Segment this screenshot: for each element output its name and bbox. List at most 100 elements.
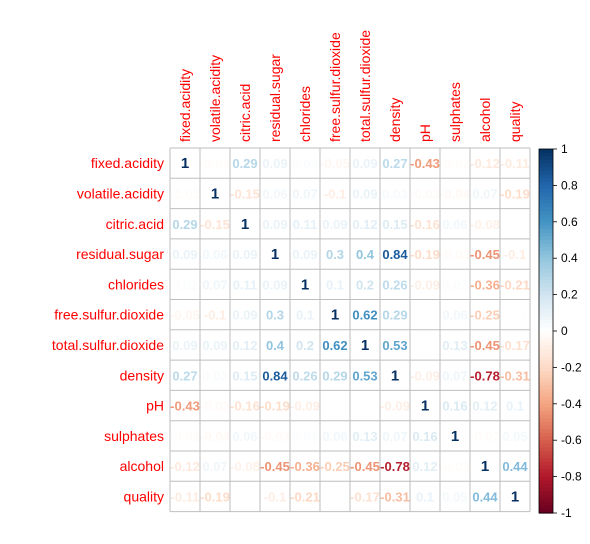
row-label-residual-sugar: residual.sugar	[76, 246, 164, 262]
cell-sulphates-quality	[500, 420, 530, 451]
cell-value: -0.16	[410, 217, 440, 232]
cell-citric-acid-residual-sugar	[260, 208, 290, 239]
cell-value: 0.02	[172, 277, 197, 292]
cell-quality-density	[380, 481, 410, 512]
cell-pH-sulphates	[440, 390, 470, 421]
cell-alcohol-citric-acid	[230, 451, 260, 482]
cell-fixed-acidity-citric-acid	[230, 148, 260, 179]
cell-value: 0.09	[202, 338, 227, 353]
cell-value: -0.21	[290, 489, 320, 504]
row-label-quality: quality	[124, 488, 164, 504]
cell-value: 0.27	[172, 368, 197, 383]
cell-total-sulfur-dioxide-quality	[500, 329, 530, 361]
colorbar-segment	[539, 174, 553, 179]
colorbar-segment	[539, 327, 553, 332]
cell-value: 0.1	[506, 399, 524, 414]
colorbar-tick-label: -1	[561, 506, 572, 520]
colorbar-tick-label: 0.4	[561, 251, 578, 265]
cell-value: -0.02	[440, 156, 470, 171]
cell-value: -0.19	[260, 399, 290, 414]
cell-chlorides-volatile-acidity	[200, 269, 230, 300]
cell-value: 1	[241, 216, 249, 233]
cell-value: -0.16	[230, 399, 260, 414]
cell-value: -0.15	[200, 217, 230, 232]
colorbar-tick-label: 1	[561, 142, 568, 156]
cell-residual-sugar-chlorides	[290, 238, 320, 270]
colorbar-segment	[539, 447, 553, 452]
cell-value: 0.62	[352, 308, 377, 323]
cell-fixed-acidity-fixed-acidity	[170, 148, 200, 179]
cell-total-sulfur-dioxide-free-sulfur-dioxide	[320, 329, 350, 361]
cell-sulphates-pH	[410, 420, 440, 451]
cell-value: -0.04	[440, 186, 470, 201]
cell-citric-acid-volatile-acidity	[200, 208, 230, 239]
cell-value: -0.09	[410, 277, 440, 292]
cell-value: -0.17	[350, 489, 380, 504]
column-label-citric-acid: citric.acid	[237, 84, 253, 142]
cell-density-fixed-acidity	[170, 360, 200, 391]
cell-value: 0.02	[292, 156, 317, 171]
cell-density-sulphates	[440, 360, 470, 391]
row-label-alcohol: alcohol	[120, 458, 164, 474]
colorbar-segment	[539, 269, 553, 274]
cell-value: 0.44	[472, 489, 498, 504]
cell-volatile-acidity-density	[380, 178, 410, 209]
colorbar-segment	[539, 509, 553, 514]
colorbar-segment	[539, 487, 553, 492]
colorbar-segment	[539, 425, 553, 430]
cell-free-sulfur-dioxide-total-sulfur-dioxide	[350, 299, 380, 330]
colorbar-segment	[539, 414, 553, 419]
cell-value: 1	[481, 458, 489, 475]
cell-value: -0.05	[170, 308, 200, 323]
cell-alcohol-fixed-acidity	[170, 451, 200, 482]
colorbar-segment	[539, 411, 553, 416]
cell-chlorides-pH	[410, 269, 440, 300]
column-label-free-sulfur-dioxide: free.sulfur.dioxide	[327, 32, 343, 142]
cell-pH-pH	[410, 390, 440, 421]
cell-value: 0.84	[382, 247, 408, 262]
colorbar-segment	[539, 305, 553, 310]
cell-residual-sugar-density	[380, 238, 410, 270]
cell-sulphates-chlorides	[290, 420, 320, 451]
cell-free-sulfur-dioxide-free-sulfur-dioxide	[320, 299, 350, 330]
cell-fixed-acidity-total-sulfur-dioxide	[350, 148, 380, 179]
cell-citric-acid-pH	[410, 208, 440, 239]
colorbar-segment	[539, 214, 553, 219]
cell-alcohol-quality	[500, 451, 530, 482]
cell-free-sulfur-dioxide-quality	[500, 299, 530, 330]
colorbar-tick-label: 0	[561, 324, 568, 338]
cell-value: 0.53	[382, 338, 407, 353]
cell-value: 0.05	[442, 489, 467, 504]
colorbar-segment	[539, 436, 553, 441]
column-label-pH: pH	[417, 124, 433, 142]
colorbar-segment	[539, 225, 553, 230]
cell-value: 0.13	[352, 429, 377, 444]
cell-value: 0.01	[322, 489, 347, 504]
row-label-pH: pH	[146, 398, 164, 414]
cell-value: -0.31	[380, 489, 410, 504]
cell-free-sulfur-dioxide-fixed-acidity	[170, 299, 200, 330]
cell-value: 0.1	[326, 277, 344, 292]
row-label-citric-acid: citric.acid	[106, 216, 164, 232]
correlation-cells: 1 -0.02 0.29 0.09 0.02 -0.05 0.09 0.27 -0.43 -0.0…	[170, 148, 530, 512]
cell-citric-acid-density	[380, 208, 410, 239]
cell-total-sulfur-dioxide-citric-acid	[230, 329, 260, 361]
cell-volatile-acidity-free-sulfur-dioxide	[320, 178, 350, 209]
colorbar-segment	[539, 320, 553, 325]
cell-value: 0.01	[502, 217, 527, 232]
column-label-volatile-acidity: volatile.acidity	[207, 55, 223, 142]
cell-residual-sugar-fixed-acidity	[170, 238, 200, 270]
colorbar-segment	[539, 498, 553, 503]
cell-alcohol-volatile-acidity	[200, 451, 230, 482]
cell-value: 0.09	[352, 156, 377, 171]
cell-value: 0.07	[442, 368, 467, 383]
colorbar-segment	[539, 309, 553, 314]
cell-value: -0.43	[410, 156, 440, 171]
colorbar-segment	[539, 505, 553, 510]
colorbar-tick-label: -0.2	[561, 360, 582, 374]
cell-value: 0.4	[266, 338, 285, 353]
cell-alcohol-sulphates	[440, 451, 470, 482]
colorbar-segment	[539, 156, 553, 161]
colorbar-segment	[539, 159, 553, 165]
cell-value: -0.25	[320, 459, 350, 474]
